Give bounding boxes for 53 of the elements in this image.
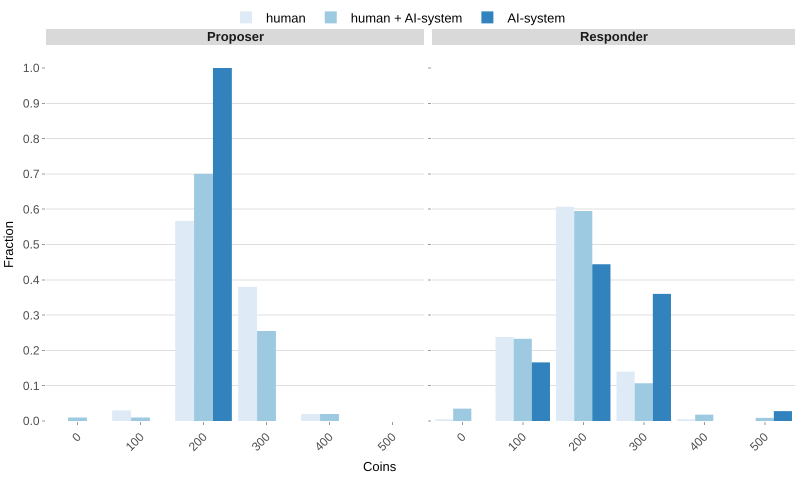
x-tick-label: 500 bbox=[374, 430, 400, 454]
x-tick-label: 400 bbox=[312, 430, 336, 454]
x-tick-label: 500 bbox=[747, 430, 772, 454]
bar bbox=[238, 286, 258, 421]
bar bbox=[514, 338, 532, 421]
x-tick-label: 400 bbox=[686, 430, 711, 454]
x-tick-label: 0 bbox=[454, 430, 469, 444]
bar bbox=[131, 417, 150, 421]
legend-label: human bbox=[266, 10, 306, 26]
bar bbox=[756, 418, 774, 421]
x-axis-title: Coins bbox=[363, 459, 397, 474]
legend-label: AI-system bbox=[507, 10, 566, 26]
y-tick-label: 0.7 bbox=[22, 167, 40, 182]
bar bbox=[592, 264, 610, 421]
chart-title: Proposer bbox=[207, 29, 264, 44]
bar bbox=[634, 383, 653, 421]
bar bbox=[320, 414, 339, 421]
x-tick-label: 300 bbox=[626, 430, 650, 454]
x-tick-label: 200 bbox=[566, 430, 590, 454]
y-tick-label: 0.9 bbox=[22, 96, 40, 110]
x-tick-label: 100 bbox=[505, 430, 530, 454]
bar bbox=[532, 362, 550, 421]
bar bbox=[695, 414, 714, 421]
y-axis-title: Fraction bbox=[0, 221, 16, 268]
y-tick-label: 0.6 bbox=[22, 202, 40, 216]
y-tick-label: 0.0 bbox=[22, 414, 40, 428]
x-tick-label: 300 bbox=[248, 430, 274, 454]
y-tick-label: 0.3 bbox=[22, 308, 40, 322]
bar bbox=[774, 411, 792, 421]
y-tick-label: 0.2 bbox=[22, 344, 40, 358]
bar bbox=[652, 294, 671, 421]
bar bbox=[175, 220, 194, 421]
legend-label: human + AI-system bbox=[350, 10, 462, 26]
bar bbox=[556, 206, 574, 421]
bar bbox=[68, 417, 87, 421]
bar bbox=[194, 174, 213, 421]
y-tick-label: 0.4 bbox=[22, 273, 40, 287]
bar bbox=[574, 210, 592, 421]
bar bbox=[212, 68, 232, 421]
bar bbox=[112, 410, 132, 421]
y-tick-label: 0.8 bbox=[22, 132, 40, 146]
y-tick-label: 0.1 bbox=[22, 378, 40, 393]
x-tick-label: 200 bbox=[186, 430, 210, 454]
x-tick-label: 100 bbox=[122, 430, 148, 454]
y-tick-label: 1.0 bbox=[22, 61, 40, 76]
x-tick-label: 0 bbox=[69, 430, 84, 444]
bar bbox=[257, 330, 276, 421]
bar bbox=[496, 336, 514, 421]
chart-title: Responder bbox=[580, 29, 648, 44]
y-tick-label: 0.5 bbox=[22, 238, 40, 252]
bar bbox=[301, 414, 320, 421]
bar bbox=[616, 372, 635, 421]
bar bbox=[453, 408, 472, 421]
